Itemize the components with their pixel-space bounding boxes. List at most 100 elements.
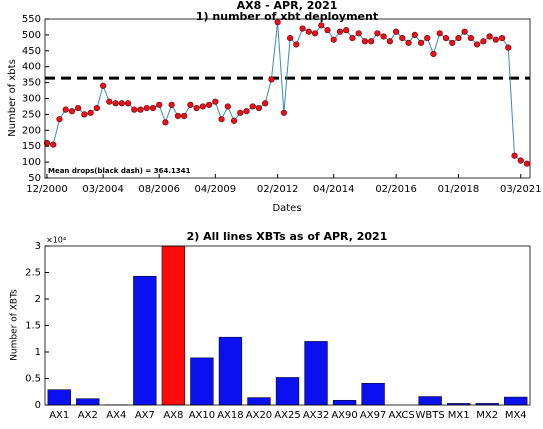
annotation: Mean drops(black dash) = 364.1341: [48, 167, 191, 175]
x-tick-label: AX20: [246, 410, 272, 421]
data-marker: [237, 110, 243, 116]
data-marker: [206, 102, 212, 108]
x-tick-label: 02/2016: [375, 184, 417, 195]
data-marker: [518, 158, 524, 164]
bar: [133, 276, 156, 405]
y-tick-label: 400: [22, 62, 41, 73]
data-marker: [200, 104, 206, 110]
data-marker: [331, 37, 337, 43]
data-marker: [462, 29, 468, 35]
y-tick-label: 100: [22, 157, 41, 168]
data-marker: [156, 102, 162, 108]
y-tick-label: 1.5: [25, 321, 41, 332]
data-marker: [281, 110, 287, 116]
bar: [362, 383, 385, 405]
x-tick-label: AXCS: [388, 410, 414, 421]
bar: [191, 358, 214, 405]
x-tick-label: 02/2012: [257, 184, 299, 195]
data-marker: [368, 38, 374, 44]
x-tick-label: MX2: [476, 410, 498, 421]
data-marker: [144, 105, 150, 111]
x-tick-label: 08/2006: [138, 184, 180, 195]
axes-frame: [45, 19, 530, 178]
y-tick-label: 200: [22, 125, 41, 136]
y-tick-label: 250: [22, 109, 41, 120]
data-marker: [213, 99, 219, 105]
chart-subtitle: 1) number of xbt deployment: [196, 10, 378, 23]
bar: [162, 246, 185, 405]
data-marker: [125, 100, 131, 106]
data-marker: [524, 161, 530, 167]
data-marker: [131, 107, 137, 113]
x-tick-label: AX90: [331, 410, 357, 421]
y-tick-label: 300: [22, 94, 41, 105]
data-marker: [150, 105, 156, 111]
data-marker: [57, 116, 63, 122]
data-marker: [362, 38, 368, 44]
data-marker: [63, 107, 69, 113]
bar: [333, 400, 356, 405]
bar: [504, 397, 527, 405]
data-marker: [107, 99, 113, 105]
x-tick-label: 04/2009: [195, 184, 237, 195]
data-marker: [181, 113, 187, 119]
bar: [248, 398, 271, 405]
data-marker: [225, 104, 231, 110]
bar: [276, 377, 299, 405]
data-marker: [169, 102, 175, 108]
data-marker: [75, 105, 81, 111]
data-marker: [50, 142, 56, 148]
data-marker: [443, 35, 449, 41]
chart-title: 2) All lines XBTs as of APR, 2021: [187, 230, 388, 243]
data-marker: [138, 107, 144, 113]
data-marker: [275, 19, 281, 25]
data-marker: [343, 27, 349, 33]
bar: [48, 390, 71, 405]
bar: [219, 337, 242, 405]
x-tick-label: AX8: [163, 410, 183, 421]
data-marker: [487, 34, 493, 40]
data-marker: [269, 77, 275, 83]
y-tick-label: 50: [28, 173, 41, 184]
y-tick-label: 0: [35, 400, 41, 411]
y-tick-label: 150: [22, 141, 41, 152]
y-tick-label: 550: [22, 14, 41, 25]
x-tick-label: AX2: [78, 410, 98, 421]
data-marker: [393, 29, 399, 35]
data-marker: [194, 105, 200, 111]
x-tick-label: AX18: [217, 410, 243, 421]
x-tick-label: 03/2021: [500, 184, 542, 195]
data-marker: [163, 120, 169, 126]
bar: [419, 397, 442, 405]
bar: [76, 399, 99, 405]
y-tick-label: 450: [22, 46, 41, 57]
data-marker: [69, 108, 75, 114]
data-marker: [387, 38, 393, 44]
data-marker: [250, 104, 256, 110]
x-tick-label: AX25: [274, 410, 300, 421]
data-marker: [474, 42, 480, 48]
data-marker: [493, 37, 499, 43]
data-marker: [406, 40, 412, 46]
data-marker: [318, 23, 324, 29]
data-marker: [431, 51, 437, 57]
y-tick-label: 3: [35, 241, 41, 252]
data-marker: [437, 31, 443, 37]
data-marker: [175, 113, 181, 119]
data-marker: [113, 100, 119, 106]
x-tick-label: 04/2014: [313, 184, 355, 195]
data-marker: [481, 38, 487, 44]
x-tick-label: AX32: [303, 410, 329, 421]
y-tick-label: 0.5: [25, 374, 41, 385]
y-axis-label: Number of xbts: [7, 59, 18, 137]
y-tick-label: 1: [35, 347, 41, 358]
data-marker: [512, 153, 518, 159]
x-tick-label: MX4: [505, 410, 527, 421]
x-tick-label: AX10: [189, 410, 215, 421]
y-tick-label: 500: [22, 30, 41, 41]
data-marker: [262, 100, 268, 106]
y-tick-label: 350: [22, 78, 41, 89]
data-marker: [82, 112, 88, 118]
x-tick-label: 03/2004: [82, 184, 124, 195]
x-tick-label: AX97: [360, 410, 386, 421]
